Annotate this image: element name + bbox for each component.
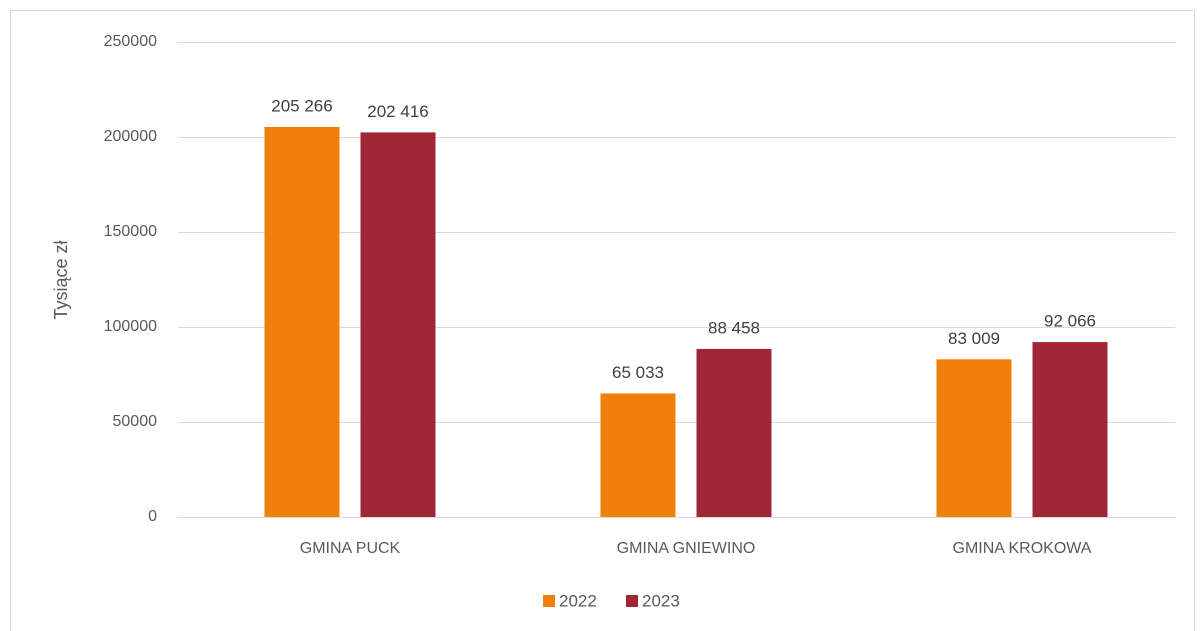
- y-tick-label: 50000: [113, 413, 158, 430]
- value-label: 88 458: [708, 318, 760, 337]
- value-label: 202 416: [367, 102, 428, 121]
- chart-frame: [10, 10, 1195, 631]
- bar: [696, 348, 772, 517]
- value-label: 205 266: [271, 96, 332, 115]
- x-tick-label: GMINA KROKOWA: [953, 540, 1092, 557]
- legend-label: 2023: [642, 591, 680, 610]
- bar: [264, 126, 340, 517]
- y-tick-label: 250000: [104, 33, 157, 50]
- y-tick-label: 200000: [104, 128, 157, 145]
- legend-swatch: [626, 595, 638, 607]
- value-label: 92 066: [1044, 312, 1096, 331]
- y-tick-label: 150000: [104, 223, 157, 240]
- y-tick-label: 0: [148, 508, 157, 525]
- bar: [1032, 342, 1108, 517]
- bar: [600, 393, 676, 517]
- bar: [360, 132, 436, 517]
- value-label: 83 009: [948, 329, 1000, 348]
- value-label: 65 033: [612, 363, 664, 382]
- x-tick-label: GMINA PUCK: [300, 540, 401, 557]
- x-tick-label: GMINA GNIEWINO: [617, 540, 756, 557]
- y-axis-label: Tysiące zł: [51, 240, 71, 319]
- y-tick-label: 100000: [104, 318, 157, 335]
- legend-swatch: [543, 595, 555, 607]
- legend-label: 2022: [559, 591, 597, 610]
- bar: [936, 359, 1012, 517]
